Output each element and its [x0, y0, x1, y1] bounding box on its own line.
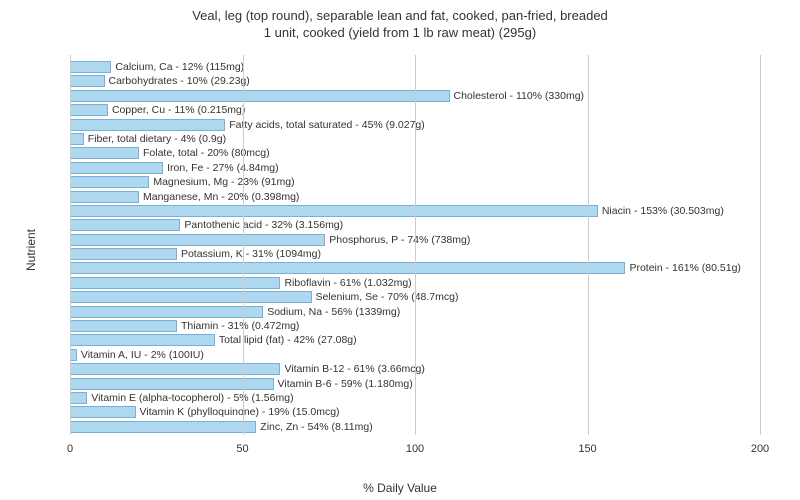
nutrient-bar [70, 363, 280, 375]
x-tick-label: 0 [67, 443, 73, 455]
nutrient-bar [70, 104, 108, 116]
nutrient-bar [70, 334, 215, 346]
bar-label: Vitamin K (phylloquinone) - 19% (15.0mcg… [136, 405, 340, 419]
x-axis-label: % Daily Value [363, 481, 437, 495]
bar-label: Copper, Cu - 11% (0.215mg) [108, 103, 245, 117]
bar-label: Manganese, Mn - 20% (0.398mg) [139, 190, 299, 204]
x-tick-label: 100 [406, 443, 424, 455]
nutrient-bar [70, 291, 312, 303]
nutrient-bar [70, 234, 325, 246]
x-tick-label: 150 [578, 443, 596, 455]
bar-label: Niacin - 153% (30.503mg) [598, 204, 724, 218]
bar-label: Magnesium, Mg - 23% (91mg) [149, 175, 294, 189]
grid-line [70, 55, 71, 435]
nutrient-bar [70, 133, 84, 145]
bar-label: Vitamin B-6 - 59% (1.180mg) [274, 377, 413, 391]
nutrient-bar [70, 320, 177, 332]
nutrient-bar [70, 406, 136, 418]
bar-label: Vitamin A, IU - 2% (100IU) [77, 348, 204, 362]
bar-label: Calcium, Ca - 12% (115mg) [111, 60, 244, 74]
nutrient-bar [70, 176, 149, 188]
grid-line [588, 55, 589, 435]
nutrient-bar [70, 392, 87, 404]
nutrient-bar [70, 277, 280, 289]
nutrient-bar [70, 205, 598, 217]
chart-title: Veal, leg (top round), separable lean an… [0, 0, 800, 42]
nutrient-bar [70, 191, 139, 203]
bar-label: Pantothenic acid - 32% (3.156mg) [180, 218, 343, 232]
nutrient-bar [70, 219, 180, 231]
nutrient-chart: Veal, leg (top round), separable lean an… [0, 0, 800, 500]
bar-label: Riboflavin - 61% (1.032mg) [280, 276, 411, 290]
grid-line [243, 55, 244, 435]
title-line-1: Veal, leg (top round), separable lean an… [192, 8, 608, 23]
nutrient-bar [70, 162, 163, 174]
bar-label: Selenium, Se - 70% (48.7mcg) [312, 290, 459, 304]
bar-label: Protein - 161% (80.51g) [625, 261, 740, 275]
nutrient-bar [70, 61, 111, 73]
nutrient-bar [70, 147, 139, 159]
bar-label: Folate, total - 20% (80mcg) [139, 146, 270, 160]
bar-label: Fiber, total dietary - 4% (0.9g) [84, 132, 226, 146]
nutrient-bar [70, 90, 450, 102]
nutrient-bar [70, 248, 177, 260]
bar-label: Cholesterol - 110% (330mg) [450, 89, 585, 103]
nutrient-bar [70, 349, 77, 361]
x-tick-label: 50 [236, 443, 248, 455]
bar-label: Total lipid (fat) - 42% (27.08g) [215, 333, 357, 347]
title-line-2: 1 unit, cooked (yield from 1 lb raw meat… [264, 25, 536, 40]
y-axis-label: Nutrient [24, 229, 38, 271]
bar-label: Thiamin - 31% (0.472mg) [177, 319, 299, 333]
nutrient-bar [70, 75, 105, 87]
nutrient-bar [70, 119, 225, 131]
bar-label: Vitamin B-12 - 61% (3.66mcg) [280, 362, 424, 376]
bar-label: Carbohydrates - 10% (29.23g) [105, 74, 250, 88]
bar-label: Potassium, K - 31% (1094mg) [177, 247, 321, 261]
bar-label: Phosphorus, P - 74% (738mg) [325, 233, 470, 247]
bar-label: Sodium, Na - 56% (1339mg) [263, 305, 400, 319]
bar-label: Vitamin E (alpha-tocopherol) - 5% (1.56m… [87, 391, 293, 405]
x-tick-label: 200 [751, 443, 769, 455]
grid-line [760, 55, 761, 435]
plot-area: Calcium, Ca - 12% (115mg)Carbohydrates -… [70, 55, 760, 455]
nutrient-bar [70, 421, 256, 433]
bar-label: Fatty acids, total saturated - 45% (9.02… [225, 118, 425, 132]
grid-line [415, 55, 416, 435]
nutrient-bar [70, 306, 263, 318]
bar-label: Iron, Fe - 27% (4.84mg) [163, 161, 278, 175]
bar-label: Zinc, Zn - 54% (8.11mg) [256, 420, 372, 434]
nutrient-bar [70, 262, 625, 274]
